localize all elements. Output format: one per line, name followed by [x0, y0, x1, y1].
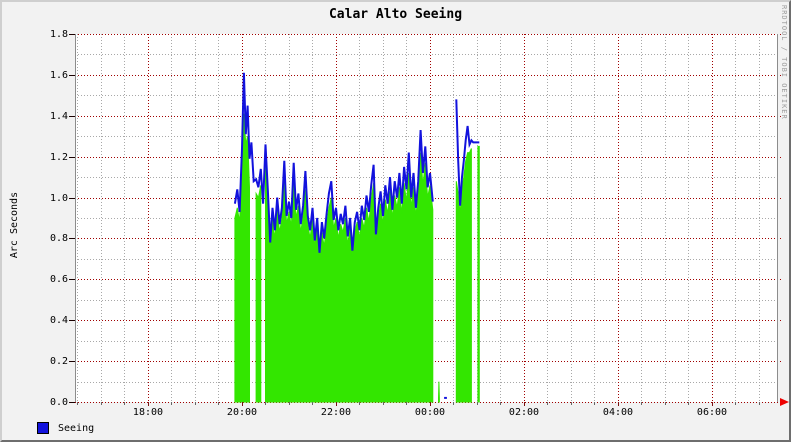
y-tick-label: 0.4	[49, 315, 68, 327]
x-tick-label: 02:00	[508, 407, 540, 418]
x-tick-label: 00:00	[414, 407, 446, 418]
x-tick-label: 22:00	[320, 407, 352, 418]
x-tick-label: 04:00	[602, 407, 634, 418]
axes	[69, 34, 778, 406]
y-tick-label: 0.6	[49, 274, 68, 286]
y-axis-title: Arc Seconds	[9, 191, 20, 259]
y-tick-label: 0.8	[49, 233, 68, 245]
x-tick-label: 20:00	[226, 407, 258, 418]
x-axis-arrow	[780, 398, 789, 406]
x-tick-label: 06:00	[696, 407, 728, 418]
y-tick-label: 1.2	[49, 151, 68, 163]
legend-swatch-seeing	[37, 422, 49, 434]
y-tick-label: 1.8	[49, 29, 68, 40]
y-tick-label: 0.2	[49, 356, 68, 368]
rrdtool-watermark: RRDTOOL / TOBI OETIKER	[780, 5, 788, 120]
seeing-line-series	[233, 72, 480, 399]
y-tick-label: 1.0	[49, 192, 68, 204]
chart-title: Calar Alto Seeing	[328, 7, 463, 22]
seeing-area-series	[234, 113, 480, 403]
legend-label: Seeing	[58, 422, 95, 434]
x-tick-label: 18:00	[132, 407, 164, 418]
y-tick-label: 1.4	[49, 110, 68, 122]
y-tick-label: 0.0	[49, 397, 68, 408]
y-tick-label: 1.6	[49, 69, 68, 81]
legend: Seeing	[37, 421, 94, 435]
